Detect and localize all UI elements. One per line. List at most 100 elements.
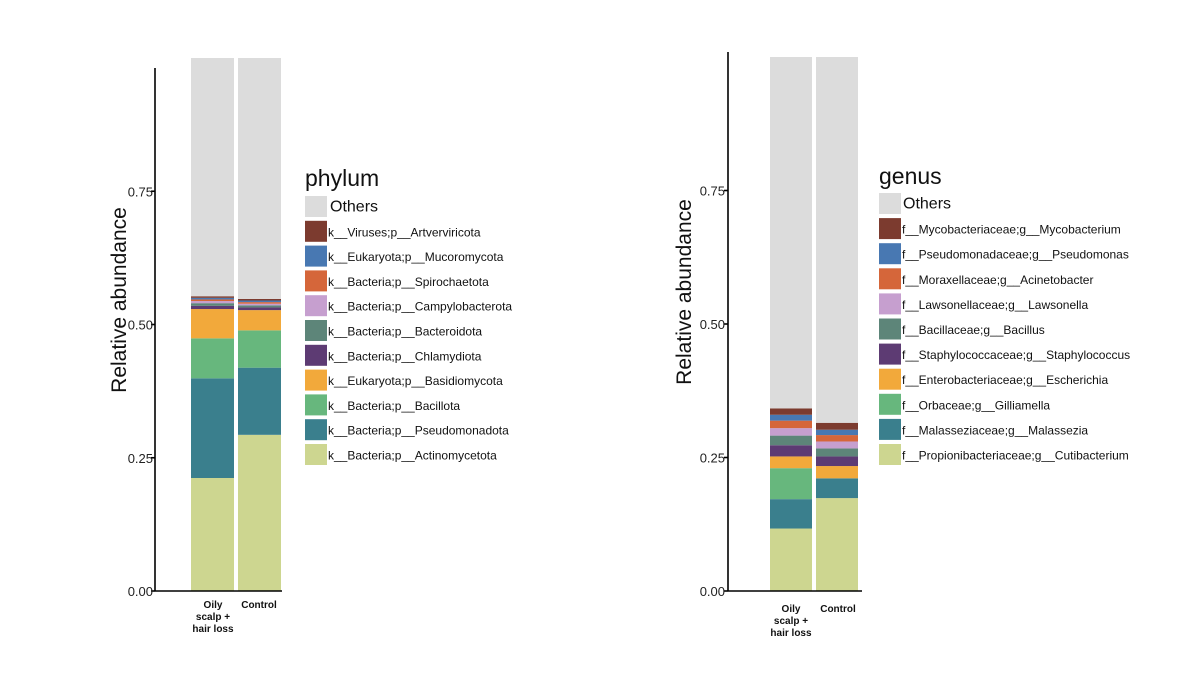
y-tick-label: 0.25 — [128, 451, 153, 466]
bar-segment-k-bacteria-p-spirochaetota-1 — [238, 302, 281, 304]
bar-segment-f-mycobacteriaceae-g-mycobacterium-1 — [816, 422, 858, 430]
legend-swatch — [305, 295, 327, 317]
legend-swatch — [879, 418, 901, 440]
y-tick-label: 0.00 — [700, 584, 725, 599]
legend-entry-label: Others — [330, 199, 378, 216]
legend-entry-label: k__Eukaryota;p__Mucoromycota — [328, 250, 504, 264]
legend-entry-label: f__Orbaceae;g__Gilliamella — [902, 398, 1050, 412]
legend-entry-label: Others — [903, 196, 951, 213]
legend-swatch — [305, 394, 327, 416]
bar-segment-f-bacillaceae-g-bacillus-1 — [816, 448, 858, 457]
bar-segment-k-bacteria-p-campylobacterota-1 — [238, 303, 281, 306]
legend-swatch — [879, 218, 901, 240]
x-category-label: Oily scalp + hair loss — [770, 604, 812, 639]
bar-segment-k-bacteria-p-bacillota-0 — [191, 338, 234, 379]
bar-segment-f-lawsonellaceae-g-lawsonella-1 — [816, 441, 858, 449]
bar-segment-f-propionibacteriaceae-g-cutibacterium-0 — [770, 528, 812, 591]
legend-swatch — [305, 220, 327, 242]
bar-segment-k-bacteria-p-pseudomonadota-1 — [238, 367, 281, 435]
legend-entry-label: f__Staphylococcaceae;g__Staphylococcus — [902, 348, 1130, 362]
legend-swatch — [879, 368, 901, 390]
legend-entry-label: f__Propionibacteriaceae;g__Cutibacterium — [902, 449, 1129, 463]
y-tick-label: 0.50 — [700, 317, 725, 332]
y-tick-label: 0.00 — [128, 584, 153, 599]
bar-segment-k-eukaryota-p-mucoromycota-0 — [191, 297, 234, 300]
bar-segment-others-0 — [770, 57, 812, 409]
legend-entry-label: f__Mycobacteriaceae;g__Mycobacterium — [902, 223, 1121, 237]
legend-entry-label: f__Enterobacteriaceae;g__Escherichia — [902, 373, 1108, 387]
bar-segment-k-viruses-p-artverviricota-1 — [238, 298, 281, 301]
bar-segment-others-0 — [191, 58, 234, 297]
y-tick-label: 0.50 — [128, 318, 153, 333]
bar-segment-k-eukaryota-p-mucoromycota-1 — [238, 300, 281, 303]
bar-segment-k-viruses-p-artverviricota-0 — [191, 296, 234, 298]
bar-segment-k-bacteria-p-pseudomonadota-0 — [191, 378, 234, 478]
legend-swatch — [879, 243, 901, 265]
bar-segment-k-bacteria-p-actinomycetota-0 — [191, 478, 234, 591]
bar-segment-f-pseudomonadaceae-g-pseudomonas-0 — [770, 414, 812, 421]
bar-segment-others-1 — [816, 57, 858, 423]
y-axis-title: Relative abundance — [673, 199, 696, 385]
bar-segment-f-orbaceae-g-gilliamella-0 — [770, 468, 812, 500]
bar-segment-f-moraxellaceae-g-acinetobacter-0 — [770, 420, 812, 429]
y-tick-label: 0.75 — [700, 184, 725, 199]
y-tick-label: 0.25 — [700, 451, 725, 466]
legend-swatch — [305, 320, 327, 341]
legend-entry-label: f__Bacillaceae;g__Bacillus — [902, 323, 1045, 337]
bar-segment-f-staphylococcaceae-g-staphylococcus-0 — [770, 445, 812, 457]
bar-segment-f-propionibacteriaceae-g-cutibacterium-1 — [816, 498, 858, 591]
bar-segment-k-bacteria-p-bacillota-1 — [238, 330, 281, 368]
legend-swatch — [305, 196, 327, 217]
bar-segment-k-bacteria-p-chlamydiota-1 — [238, 307, 281, 311]
bar-segment-k-eukaryota-p-basidiomycota-1 — [238, 310, 281, 331]
x-category-label: Oily scalp + hair loss — [192, 600, 234, 635]
bar-segment-others-1 — [238, 58, 281, 299]
bar-segment-f-malasseziaceae-g-malassezia-0 — [770, 499, 812, 529]
bar-segment-f-pseudomonadaceae-g-pseudomonas-1 — [816, 429, 858, 436]
legend-entry-label: k__Bacteria;p__Pseudomonadota — [328, 424, 509, 438]
bar-segment-f-malasseziaceae-g-malassezia-1 — [816, 478, 858, 499]
legend-swatch — [305, 444, 327, 465]
bar-segment-f-staphylococcaceae-g-staphylococcus-1 — [816, 456, 858, 467]
legend-entry-label: f__Moraxellaceae;g__Acinetobacter — [902, 273, 1093, 287]
legend-entry-label: k__Viruses;p__Artverviricota — [328, 225, 481, 239]
y-axis-title: Relative abundance — [108, 207, 131, 393]
legend-swatch — [879, 343, 901, 365]
legend-entry-label: f__Lawsonellaceae;g__Lawsonella — [902, 298, 1088, 312]
genus-chart-panel: 0.00 0.25 0.50 0.75 Relative abundance Oily sc… — [673, 52, 1130, 639]
x-category-label: Control — [241, 600, 277, 611]
bar-segment-f-bacillaceae-g-bacillus-0 — [770, 435, 812, 446]
bar-segment-f-mycobacteriaceae-g-mycobacterium-0 — [770, 408, 812, 415]
bar-segment-k-eukaryota-p-basidiomycota-0 — [191, 309, 234, 339]
legend-swatch — [879, 193, 901, 214]
legend-swatch — [879, 393, 901, 415]
legend-swatch — [305, 270, 327, 292]
y-tick-label: 0.75 — [128, 184, 153, 199]
legend-entry-label: f__Pseudomonadaceae;g__Pseudomonas — [902, 248, 1129, 262]
bar-segment-k-bacteria-p-actinomycetota-1 — [238, 434, 281, 591]
legend-entry-label: k__Bacteria;p__Campylobacterota — [328, 300, 512, 314]
legend-swatch — [879, 268, 901, 290]
bar-segment-k-bacteria-p-campylobacterota-0 — [191, 301, 234, 304]
legend-entry-label: k__Bacteria;p__Chlamydiota — [328, 349, 482, 363]
bar-segment-f-lawsonellaceae-g-lawsonella-0 — [770, 428, 812, 436]
legend-entry-label: k__Bacteria;p__Actinomycetota — [328, 449, 497, 463]
legend-swatch — [879, 444, 901, 465]
bar-segment-k-bacteria-p-spirochaetota-0 — [191, 299, 234, 302]
phylum-chart-panel: 0.00 0.25 0.50 0.75 Relative abundance Oily sc… — [108, 58, 512, 635]
legend-swatch — [879, 318, 901, 340]
bar-segment-f-enterobacteriaceae-g-escherichia-0 — [770, 456, 812, 469]
bar-segment-k-bacteria-p-chlamydiota-0 — [191, 305, 234, 310]
bar-segment-k-bacteria-p-bacteroidota-1 — [238, 305, 281, 308]
legend-entry-label: k__Eukaryota;p__Basidiomycota — [328, 374, 503, 388]
bar-segment-k-bacteria-p-bacteroidota-0 — [191, 303, 234, 306]
legend-entry-label: k__Bacteria;p__Bacteroidota — [328, 325, 482, 339]
legend-swatch — [305, 369, 327, 391]
legend-entry-label: k__Bacteria;p__Bacillota — [328, 399, 460, 413]
legend-swatch — [305, 245, 327, 267]
legend-title: phylum — [305, 165, 379, 191]
bar-segment-f-enterobacteriaceae-g-escherichia-1 — [816, 466, 858, 479]
legend-entry-label: k__Bacteria;p__Spirochaetota — [328, 275, 489, 289]
legend-entry-label: f__Malasseziaceae;g__Malassezia — [902, 423, 1088, 437]
legend-swatch — [879, 293, 901, 315]
